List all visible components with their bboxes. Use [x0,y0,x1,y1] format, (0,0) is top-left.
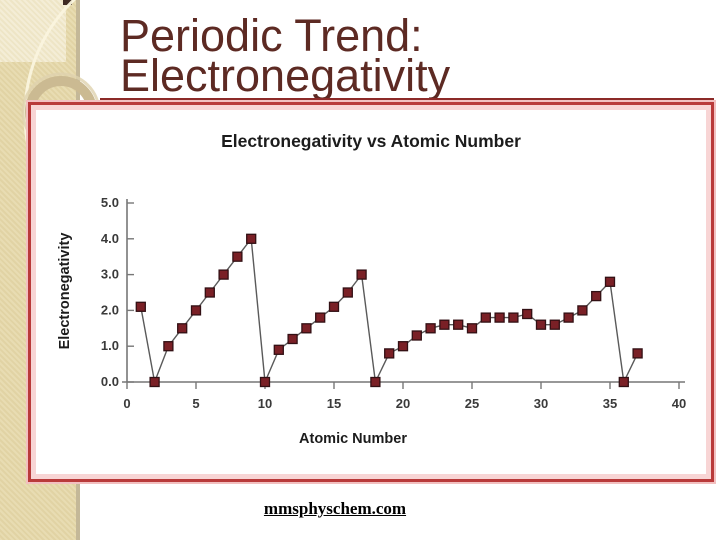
y-tick-label: 3.0 [101,267,119,282]
data-point-marker [342,287,353,298]
data-point-marker [287,333,298,345]
data-point-marker [301,323,312,334]
data-point-marker [439,319,450,330]
title-underline-rule [100,98,714,101]
series-line [140,236,639,385]
data-point-marker [604,276,616,287]
data-point-marker [522,308,533,320]
data-point-marker [370,376,381,388]
chart-title: Electronegativity vs Atomic Number [221,131,521,151]
y-tick-label: 5.0 [101,195,119,210]
data-point-marker [632,348,643,359]
data-point-marker [246,233,257,244]
data-point-marker [384,348,395,359]
data-point-marker [425,323,436,334]
data-point-marker [466,323,478,334]
data-point-marker [135,301,146,312]
top-notch-decoration [63,0,72,5]
slide-title: Periodic Trend: Electronegativity [120,10,451,101]
title-line-1: Periodic Trend: [120,10,423,61]
data-point-marker [563,312,574,323]
data-point-marker [259,376,271,388]
y-tick-label: 2.0 [101,302,119,317]
data-point-marker [204,287,215,298]
x-tick-label: 25 [465,396,479,411]
data-point-marker [453,319,464,330]
footer-url: mmsphyschem.com [263,499,407,518]
data-point-marker [190,305,202,316]
data-point-marker [232,251,243,262]
electronegativity-chart: Electronegativity vs Atomic Number 0.0 1.0… [57,131,686,447]
x-tick-label: 10 [258,396,272,411]
x-tick-label: 20 [396,396,410,411]
y-tick-label: 1.0 [101,338,119,353]
data-point-marker [177,323,188,334]
data-point-marker [328,301,340,312]
x-tick-label: 15 [327,396,341,411]
data-point-marker [411,330,422,341]
data-point-marker [397,341,409,352]
data-point-marker [494,312,505,323]
data-point-marker [356,269,367,280]
data-point-marker [218,269,229,280]
data-point-marker [315,312,326,323]
x-tick-label: 5 [192,396,199,411]
data-point-marker [480,312,491,323]
y-tick-label: 0.0 [101,374,119,389]
data-point-marker [508,312,519,323]
title-line-2: Electronegativity [120,50,451,101]
chart-image: Electronegativity vs Atomic Number 0.0 1.0… [28,102,714,482]
data-point-marker [273,344,284,355]
data-point-marker [535,319,547,330]
x-tick-label: 40 [672,396,686,411]
data-point-marker [618,376,629,388]
data-point-marker [163,341,174,352]
x-tick-label: 35 [603,396,617,411]
y-axis-title: Electronegativity [57,233,73,350]
data-point-marker [591,290,602,302]
y-tick-label: 4.0 [101,231,119,246]
data-point-marker [577,305,588,316]
data-point-marker [149,376,160,388]
data-point-marker [549,319,560,330]
x-tick-label: 0 [123,396,130,411]
x-tick-label: 30 [534,396,548,411]
x-axis-title: Atomic Number [299,431,407,447]
sidebar-top-light-panel [0,0,66,62]
